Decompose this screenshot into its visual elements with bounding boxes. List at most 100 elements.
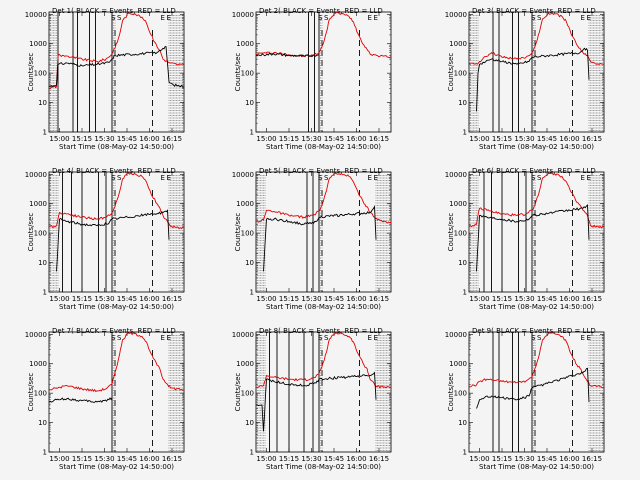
y-tick-label: 100	[34, 390, 47, 398]
interval-marker-label: S	[531, 174, 536, 182]
x-tick-label: 16:15	[369, 135, 389, 143]
x-tick-label: 15:45	[537, 455, 557, 463]
events-rate-line	[263, 204, 377, 272]
interval-marker-label: E	[374, 334, 378, 342]
panel-title: Det 3( BLACK = Events, RED = LLD	[472, 7, 596, 15]
plot-frame	[468, 11, 605, 133]
y-axis-label: Counts/sec	[234, 373, 242, 412]
x-tick-label: 16:00	[346, 455, 366, 463]
interval-marker-label: S	[318, 174, 323, 182]
x-axis-label: Start Time (08-May-02 14:50:00)	[59, 303, 174, 311]
events-rate-line	[49, 397, 113, 403]
x-tick-label: 15:00	[469, 135, 489, 143]
x-tick-label: 16:15	[582, 135, 602, 143]
x-tick-label: 15:30	[301, 295, 321, 303]
y-tick-label: 10000	[445, 11, 467, 19]
lld-rate-line	[256, 172, 391, 224]
panel-title: Det 1( BLACK = Events, RED = LLD	[52, 7, 176, 15]
panel-title: Det 2( BLACK = Events, RED = LLD	[259, 7, 383, 15]
interval-marker-label: S	[537, 14, 542, 22]
detector-panel-1: Det 1( BLACK = Events, RED = LLD 1 10 100 10…	[25, 7, 185, 151]
x-tick-label: 15:45	[117, 135, 137, 143]
y-tick-label: 1	[463, 449, 467, 457]
events-rate-line	[476, 204, 590, 272]
y-axis-label: Counts/sec	[447, 373, 455, 412]
interval-marker-label: S	[324, 334, 329, 342]
y-tick-label: 10000	[232, 331, 254, 339]
x-tick-label: 15:15	[72, 455, 92, 463]
y-tick-label: 10000	[445, 171, 467, 179]
y-tick-label: 1	[250, 449, 254, 457]
y-tick-label: 1	[250, 289, 254, 297]
interval-marker-label: S	[117, 174, 122, 182]
y-tick-label: 10000	[232, 171, 254, 179]
x-tick-label: 15:00	[49, 455, 69, 463]
x-axis-label: Start Time (08-May-02 14:50:00)	[59, 143, 174, 151]
interval-marker-label: E	[161, 174, 165, 182]
x-tick-label: 15:45	[324, 295, 344, 303]
y-tick-label: 1000	[449, 200, 467, 208]
x-tick-label: 15:00	[256, 295, 276, 303]
x-tick-label: 15:45	[537, 135, 557, 143]
y-tick-label: 1000	[236, 360, 254, 368]
detector-panel-5: Det 5( BLACK = Events, RED = LLD 1 10 100 10…	[232, 167, 392, 311]
x-tick-label: 15:15	[279, 295, 299, 303]
y-tick-label: 1	[43, 129, 47, 137]
interval-marker-label: S	[111, 174, 116, 182]
interval-marker-label: S	[324, 174, 329, 182]
x-tick-label: 16:15	[369, 295, 389, 303]
x-tick-label: 15:30	[94, 295, 114, 303]
interval-marker-label: E	[167, 334, 171, 342]
x-axis-label: Start Time (08-May-02 14:50:00)	[479, 303, 594, 311]
x-tick-label: 16:00	[139, 295, 159, 303]
x-tick-label: 15:45	[117, 295, 137, 303]
panel-title: Det 9( BLACK = Events, RED = LLD	[472, 327, 596, 335]
x-tick-label: 16:00	[139, 135, 159, 143]
interval-marker-label: E	[167, 174, 171, 182]
y-axis-label: Counts/sec	[234, 213, 242, 252]
events-rate-line	[256, 52, 320, 58]
plot-frame	[255, 171, 392, 293]
detector-panel-8: Det 8( BLACK = Events, RED = LLD 1 10 100 10…	[232, 327, 392, 471]
x-tick-label: 16:00	[346, 295, 366, 303]
y-tick-label: 1000	[449, 40, 467, 48]
events-rate-line	[476, 47, 590, 112]
interval-marker-label: S	[111, 14, 116, 22]
plot-frame	[255, 11, 392, 133]
x-tick-label: 16:00	[139, 455, 159, 463]
x-tick-label: 15:30	[301, 135, 321, 143]
y-tick-label: 1000	[29, 40, 47, 48]
events-rate-line	[476, 367, 590, 409]
detector-panel-9: Det 9( BLACK = Events, RED = LLD 1 10 100 10…	[445, 327, 605, 471]
y-tick-label: 1	[463, 289, 467, 297]
y-axis-label: Counts/sec	[447, 53, 455, 92]
x-tick-label: 16:15	[582, 295, 602, 303]
interval-marker-label: S	[111, 334, 116, 342]
y-tick-label: 100	[241, 230, 254, 238]
events-rate-line	[256, 371, 377, 432]
lld-rate-line	[469, 12, 604, 66]
interval-marker-label: E	[374, 14, 378, 22]
interval-marker-label: E	[161, 334, 165, 342]
plot-frame	[468, 331, 605, 453]
lld-rate-line	[256, 332, 391, 389]
y-tick-label: 10	[245, 259, 254, 267]
interval-marker-label: E	[581, 334, 585, 342]
y-axis-label: Counts/sec	[27, 373, 35, 412]
x-axis-label: Start Time (08-May-02 14:50:00)	[479, 463, 594, 471]
detector-panel-3: Det 3( BLACK = Events, RED = LLD 1 10 100 10…	[445, 7, 605, 151]
x-tick-label: 15:15	[72, 135, 92, 143]
interval-marker-label: S	[537, 334, 542, 342]
y-tick-label: 10000	[25, 11, 47, 19]
x-tick-label: 16:15	[162, 295, 182, 303]
plot-frame	[48, 11, 185, 133]
y-tick-label: 1000	[29, 360, 47, 368]
interval-marker-label: S	[324, 14, 329, 22]
y-tick-label: 10	[245, 419, 254, 427]
y-axis-label: Counts/sec	[234, 53, 242, 92]
interval-marker-label: S	[531, 14, 536, 22]
y-tick-label: 10	[458, 259, 467, 267]
y-tick-label: 100	[454, 390, 467, 398]
lld-rate-line	[256, 12, 391, 59]
